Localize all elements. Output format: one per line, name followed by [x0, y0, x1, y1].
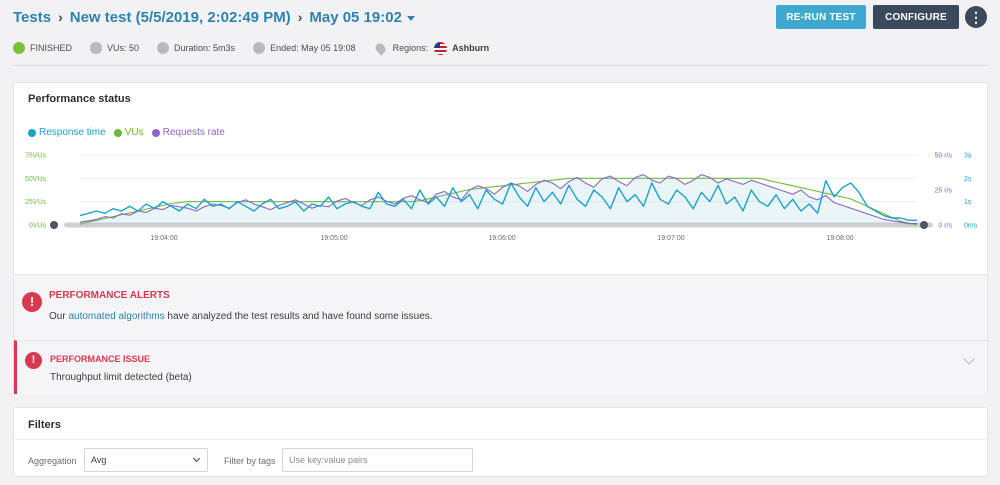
aggregation-value: Avg — [91, 455, 107, 465]
performance-issue[interactable]: ! PERFORMANCE ISSUE Throughput limit det… — [14, 340, 987, 394]
status-vus: VUs: 50 — [90, 42, 139, 54]
legend-dot — [113, 128, 122, 137]
performance-alerts: ! PERFORMANCE ALERTS Our automated algor… — [14, 274, 987, 340]
y-tick-label: 2s — [964, 176, 972, 183]
chart-scrollbar — [64, 222, 933, 228]
x-tick-label: 19:04:00 — [150, 235, 177, 242]
status-regions-label: Regions: — [392, 43, 429, 53]
legend-label: Requests rate — [162, 127, 225, 138]
performance-title: Performance status — [28, 93, 131, 105]
y-tick-label: 1s — [964, 199, 972, 206]
chevron-down-icon[interactable] — [963, 353, 975, 365]
chevron-down-icon — [192, 454, 201, 463]
performance-chart: 0VUs 25VUs 50VUs 75VUs 0 r/s 25 r/s 50 r/s 0ms 1… — [25, 153, 978, 243]
filters-card: Filters Aggregation Avg Filter by tags — [13, 407, 988, 477]
status-duration: Duration: 5m3s — [157, 42, 235, 54]
y-tick-label: 0VUs — [29, 223, 47, 230]
rerun-test-button[interactable]: RE-RUN TEST — [776, 5, 866, 29]
status-ended-label: Ended: May 05 19:08 — [270, 43, 356, 53]
status-regions: Regions: Ashburn — [373, 40, 490, 56]
tags-filter-input[interactable] — [282, 448, 473, 472]
location-pin-icon — [373, 40, 388, 56]
us-flag-icon — [434, 41, 448, 55]
y-tick-label: 25 r/s — [934, 188, 952, 195]
alert-icon: ! — [22, 292, 42, 312]
breadcrumb-test[interactable]: New test (5/5/2019, 2:02:49 PM) — [69, 8, 291, 26]
legend-response-time[interactable]: Response time — [28, 127, 106, 138]
filters-title: Filters — [28, 419, 62, 431]
series-line-response-time — [79, 180, 917, 221]
y-tick-label: 50VUs — [25, 176, 47, 183]
chevron-right-icon: › — [297, 9, 303, 25]
ended-icon — [253, 42, 266, 54]
clock-icon — [157, 42, 170, 54]
series-line-vus — [79, 177, 918, 226]
series-line-requests-rate — [79, 174, 917, 225]
chart-legend: Response time VUs Requests rate — [28, 127, 233, 138]
performance-card: Performance status Response time VUs Req… — [13, 82, 988, 394]
x-tick-label: 19:05:00 — [320, 235, 347, 242]
y-tick-label: 50 r/s — [934, 153, 952, 160]
legend-dot — [151, 128, 160, 137]
user-icon — [90, 42, 103, 54]
breadcrumb-tests[interactable]: Tests — [13, 8, 52, 26]
finished-icon — [13, 42, 25, 54]
issue-title: PERFORMANCE ISSUE — [50, 354, 151, 364]
series-area — [80, 174, 917, 225]
divider — [14, 439, 987, 440]
status-state: FINISHED — [13, 42, 72, 54]
legend-dot — [28, 128, 36, 137]
alert-icon: ! — [25, 352, 42, 369]
alerts-text-suffix: have analyzed the test results and have … — [167, 311, 433, 322]
legend-vus[interactable]: VUs — [113, 127, 144, 138]
scroll-right-icon — [920, 221, 928, 229]
alerts-title: PERFORMANCE ALERTS — [49, 290, 170, 301]
legend-label: Response time — [39, 127, 106, 138]
configure-button[interactable]: CONFIGURE — [873, 5, 959, 29]
legend-requests-rate[interactable]: Requests rate — [151, 127, 225, 138]
breadcrumb: Tests › New test (5/5/2019, 2:02:49 PM) … — [13, 7, 415, 27]
chevron-right-icon: › — [58, 9, 63, 25]
status-vus-label: VUs: 50 — [107, 43, 140, 53]
status-region: Ashburn — [452, 43, 490, 53]
legend-label: VUs — [124, 127, 144, 138]
status-duration-label: Duration: 5m3s — [174, 43, 236, 53]
status-ended: Ended: May 05 19:08 — [253, 42, 356, 54]
y-tick-label: 75VUs — [25, 153, 47, 160]
alerts-text-prefix: Our — [49, 311, 66, 322]
y-tick-label: 0ms — [964, 223, 978, 230]
caret-down-icon[interactable] — [406, 15, 415, 21]
tags-label: Filter by tags — [224, 456, 276, 466]
status-bar: FINISHED VUs: 50 Duration: 5m3s Ended: M… — [13, 40, 507, 56]
x-tick-label: 19:08:00 — [826, 235, 853, 242]
alerts-text: Our automated algorithms have analyzed t… — [49, 311, 433, 322]
y-tick-label: 3s — [964, 153, 972, 160]
status-state-label: FINISHED — [30, 43, 73, 53]
more-options-icon[interactable]: ⋮ — [965, 6, 987, 28]
issue-text: Throughput limit detected (beta) — [50, 372, 192, 383]
breadcrumb-run[interactable]: May 05 19:02 — [309, 8, 402, 26]
x-tick-label: 19:06:00 — [488, 235, 515, 242]
y-tick-label: 0 r/s — [938, 223, 952, 230]
aggregation-label: Aggregation — [28, 456, 77, 466]
divider — [13, 65, 988, 66]
aggregation-select[interactable]: Avg — [84, 448, 208, 472]
scroll-left-icon — [50, 221, 58, 229]
y-tick-label: 25VUs — [25, 199, 47, 206]
x-tick-label: 19:07:00 — [657, 235, 684, 242]
automated-algorithms-link[interactable]: automated algorithms — [68, 311, 165, 322]
